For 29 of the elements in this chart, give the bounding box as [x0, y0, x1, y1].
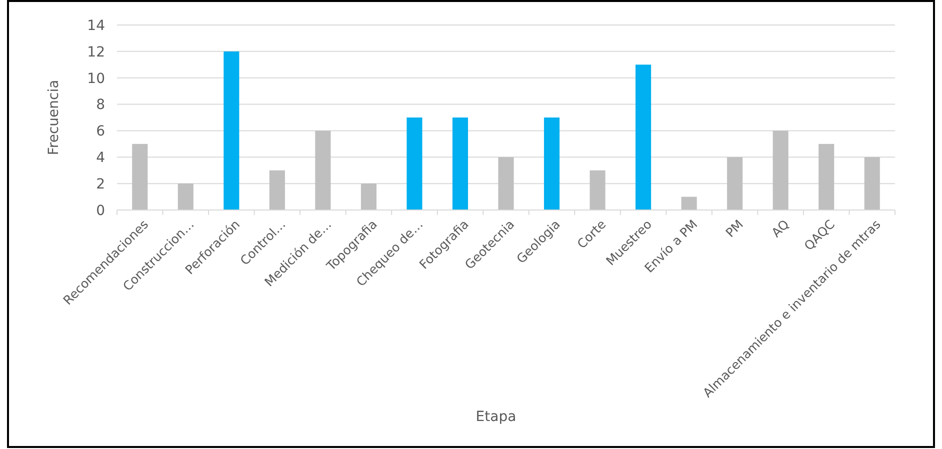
bar — [818, 144, 834, 210]
bar — [864, 157, 880, 210]
bar — [452, 118, 468, 210]
bar — [224, 51, 240, 210]
bar — [590, 170, 606, 210]
y-tick-label: 2 — [96, 176, 105, 192]
bar — [498, 157, 514, 210]
bar — [132, 144, 148, 210]
y-tick-label: 10 — [87, 70, 105, 87]
bar — [360, 184, 376, 210]
bar — [681, 196, 697, 210]
x-tick-label: PM — [722, 216, 746, 240]
bar — [727, 157, 743, 210]
x-tick-label: AQ — [768, 216, 792, 240]
y-tick-label: 0 — [96, 202, 105, 219]
bar — [636, 64, 652, 210]
bar — [406, 118, 422, 210]
y-tick-label: 12 — [87, 44, 105, 60]
bar — [544, 118, 560, 210]
bar — [315, 130, 331, 210]
y-axis-title: Frecuencia — [46, 80, 62, 156]
bar — [178, 184, 194, 210]
y-tick-label: 14 — [87, 18, 106, 34]
bar — [772, 130, 788, 210]
y-tick-label: 4 — [96, 150, 106, 166]
y-tick-label: 6 — [96, 124, 106, 140]
x-axis-title: Etapa — [476, 409, 516, 425]
bar — [269, 170, 285, 210]
y-tick-label: 8 — [96, 97, 105, 114]
